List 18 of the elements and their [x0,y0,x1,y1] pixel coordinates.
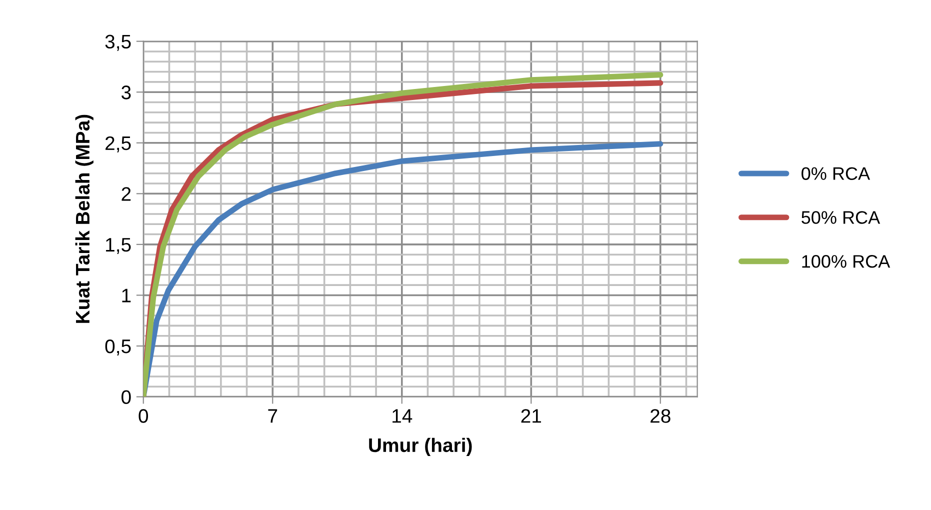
x-tick-label: 21 [521,409,541,423]
x-tick-label: 7 [268,409,278,423]
x-axis-title: Umur (hari) [369,438,472,456]
y-tick-label: 3,5 [105,34,131,51]
y-axis-title: Kuat Tarik Belah (MPa) [75,114,94,323]
legend-label: 0% RCA [802,167,870,180]
legend-label: 50% RCA [802,211,880,224]
y-tick-label: 1,5 [106,238,131,254]
y-tick-label: 0 [122,390,131,404]
y-tick-label: 0,5 [105,339,131,356]
y-tick-label: 2,5 [106,136,131,152]
legend-label: 100% RCA [802,255,890,268]
x-tick-label: 0 [138,409,148,423]
y-tick-label: 2 [122,187,131,201]
y-tick-label: 1 [122,288,131,302]
x-tick-label: 14 [392,409,412,423]
x-tick-label: 28 [650,409,670,423]
y-tick-label: 3 [121,86,131,100]
